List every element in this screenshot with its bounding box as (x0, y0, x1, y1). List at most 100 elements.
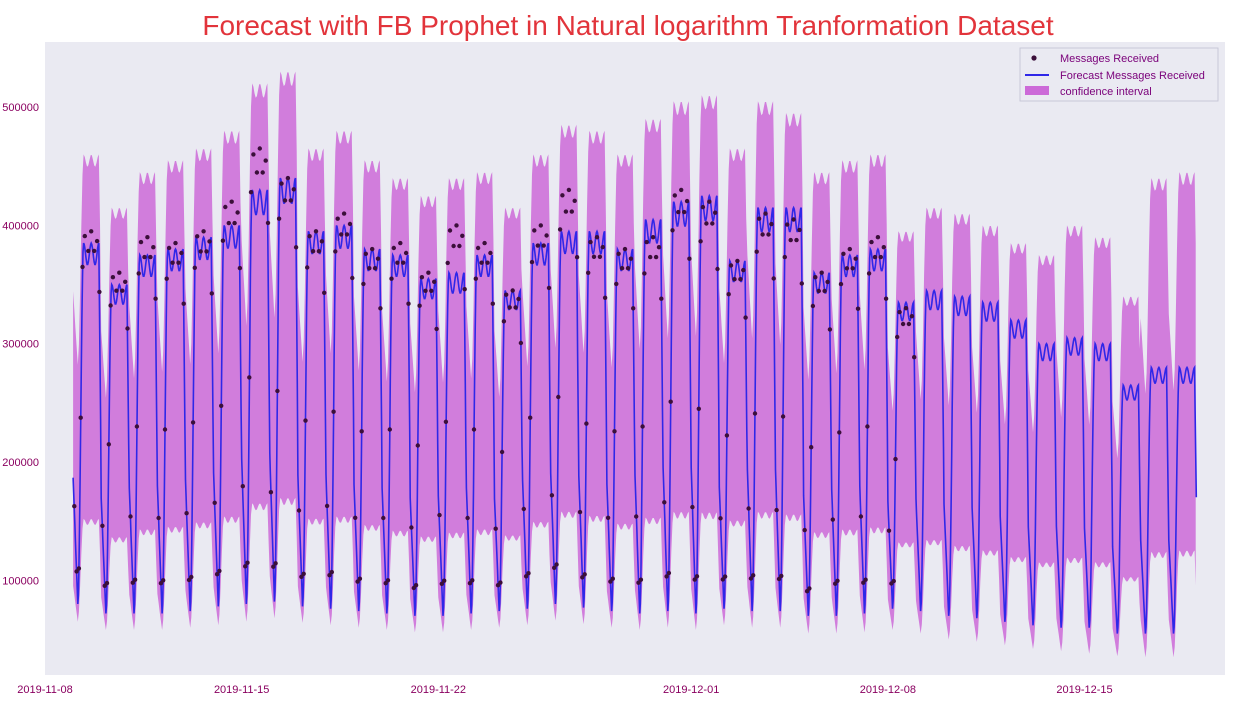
observed-point (619, 266, 625, 271)
observed-point (728, 263, 734, 268)
observed-point (344, 232, 350, 237)
observed-point (457, 243, 462, 249)
observed-point (563, 209, 569, 214)
observed-point (625, 266, 631, 271)
observed-point (837, 430, 842, 435)
observed-point (644, 239, 649, 245)
observed-point (217, 568, 222, 574)
x-axis: 2019-11-08 2019-11-15 2019-11-22 2019-12-01… (17, 684, 1112, 696)
observed-point (659, 296, 664, 301)
observed-point (751, 573, 756, 578)
observed-point (432, 279, 437, 284)
legend-marker-confidence-interval (1025, 86, 1049, 95)
observed-point (426, 270, 431, 275)
observed-point (257, 146, 262, 151)
observed-point (586, 270, 591, 275)
observed-point (245, 560, 250, 565)
observed-point (679, 187, 684, 193)
observed-point (470, 578, 475, 583)
observed-point (372, 266, 378, 271)
observed-point (291, 187, 296, 192)
observed-point (642, 271, 647, 276)
observed-point (756, 216, 762, 221)
observed-point (853, 256, 858, 261)
observed-point (310, 249, 316, 254)
legend-label-forecast: Forecast Messages Received (1060, 70, 1205, 82)
observed-point (760, 232, 765, 237)
observed-point (741, 267, 746, 273)
observed-point (526, 571, 531, 576)
observed-point (841, 251, 846, 256)
observed-point (443, 419, 449, 424)
observed-point (391, 245, 396, 251)
observed-point (363, 251, 368, 256)
observed-point (198, 249, 203, 254)
observed-point (189, 574, 194, 580)
observed-point (301, 571, 306, 576)
observed-point (622, 246, 628, 252)
observed-point (164, 276, 169, 281)
observed-point (389, 276, 394, 281)
observed-point (631, 306, 636, 311)
observed-point (117, 270, 122, 275)
y-tick-label: 400000 (2, 220, 39, 232)
observed-point (650, 235, 656, 240)
y-tick-label: 100000 (2, 575, 39, 587)
observed-point (263, 158, 268, 163)
observed-point (883, 296, 889, 301)
observed-point (327, 573, 332, 578)
observed-point (190, 420, 196, 425)
observed-point (893, 456, 898, 462)
observed-point (72, 504, 77, 509)
observed-point (305, 265, 310, 270)
observed-point (850, 266, 855, 271)
observed-point (612, 429, 617, 434)
observed-point (166, 245, 172, 251)
observed-point (670, 228, 675, 233)
observed-point (895, 334, 900, 340)
observed-point (357, 576, 363, 581)
observed-point (339, 232, 344, 237)
observed-point (544, 233, 549, 238)
observed-point (82, 233, 88, 239)
observed-point (507, 305, 512, 310)
observed-point (715, 266, 720, 272)
observed-point (148, 254, 153, 260)
observed-point (682, 209, 687, 215)
observed-point (653, 254, 659, 260)
observed-point (361, 281, 366, 287)
observed-point (401, 260, 406, 265)
observed-point (838, 281, 844, 287)
observed-point (243, 564, 248, 569)
observed-point (303, 418, 308, 423)
observed-point (232, 220, 237, 226)
legend-label-confidence-interval: confidence interval (1060, 86, 1152, 98)
observed-point (763, 211, 768, 216)
observed-point (569, 209, 574, 214)
observed-point (359, 429, 364, 434)
observed-point (209, 291, 214, 296)
observed-point (869, 239, 874, 245)
observed-point (582, 572, 587, 577)
observed-point (153, 296, 158, 301)
observed-point (316, 249, 322, 254)
observed-point (813, 275, 818, 280)
observed-point (395, 260, 400, 265)
observed-point (754, 249, 759, 254)
observed-point (552, 565, 557, 570)
observed-point (89, 229, 94, 234)
observed-point (769, 221, 774, 227)
observed-point (666, 570, 672, 576)
observed-point (80, 264, 85, 270)
observed-point (819, 270, 824, 275)
observed-point (634, 514, 639, 519)
observed-point (156, 515, 161, 521)
observed-point (881, 245, 886, 250)
observed-point (640, 424, 645, 429)
observed-point (333, 249, 338, 254)
observed-point (780, 414, 786, 419)
observed-point (903, 306, 909, 311)
observed-point (676, 209, 681, 215)
observed-point (192, 265, 197, 270)
observed-point (698, 239, 703, 244)
